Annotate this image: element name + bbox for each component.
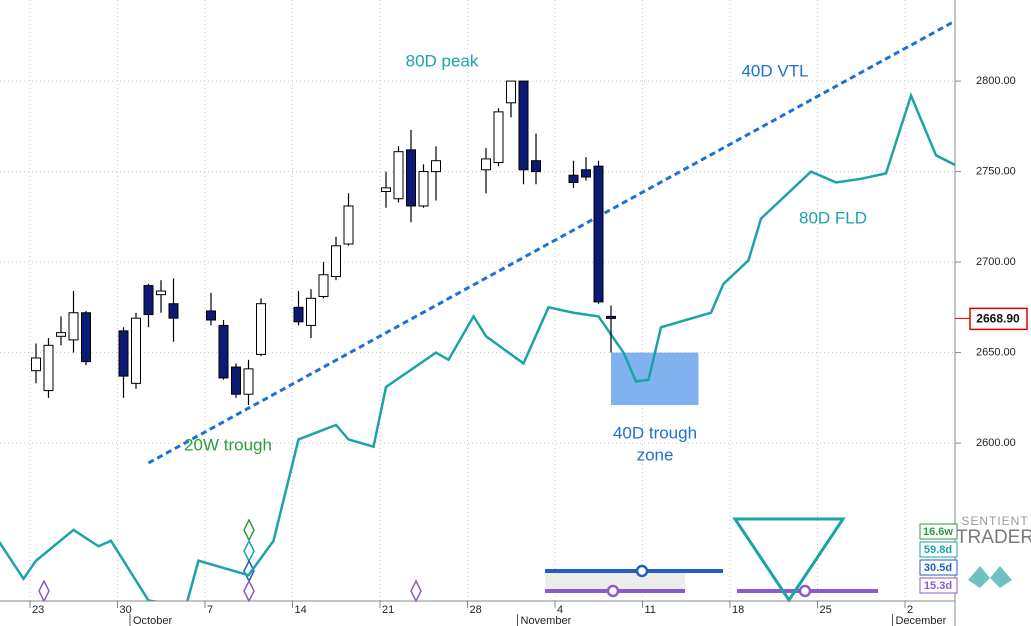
candle-body — [493, 111, 504, 164]
candle-body — [293, 306, 304, 323]
cycle-diamond — [243, 518, 255, 542]
candle-body — [156, 290, 166, 296]
cycle-dot — [635, 564, 649, 578]
price-tag-label: 2668.90 — [976, 312, 1020, 326]
cycle-diamond — [243, 539, 255, 563]
candle-body — [43, 344, 54, 392]
x-tick-label: 18 — [732, 604, 744, 616]
x-tick-label: 28 — [470, 604, 482, 616]
candle-body — [393, 151, 404, 200]
cycle-triangle — [732, 517, 846, 603]
candle-body — [406, 149, 416, 207]
x-tick-label: 2 — [907, 604, 913, 616]
annotation: 20W trough — [184, 435, 272, 454]
cycle-label: 16.6w — [923, 526, 953, 538]
brand: TRADER — [956, 527, 1031, 548]
price-tag — [969, 307, 1028, 331]
candle-body — [306, 297, 316, 326]
x-tick-label: 25 — [820, 604, 832, 616]
candle-body — [143, 285, 154, 316]
logo — [968, 566, 1012, 588]
month-label: December — [896, 615, 947, 626]
candle-body — [131, 317, 141, 384]
candle-body — [31, 357, 41, 372]
x-tick-label: 23 — [32, 604, 44, 616]
axes: 2600.00 2650.00 2700.00 2750.00 2800.00 23 30 7… — [29, 75, 1028, 626]
candle-body — [518, 80, 529, 171]
line-label: 80D FLD — [799, 208, 867, 227]
cycle-label: 30.5d — [924, 562, 952, 574]
cycle-dot — [606, 584, 620, 598]
cycle-label-box — [919, 559, 958, 576]
candle-body — [68, 312, 79, 341]
cycle-labels: 16.6w 59.8d 30.5d 15.3d — [919, 523, 958, 594]
candle-body — [506, 80, 516, 104]
annotation: 80D peak — [406, 51, 479, 70]
candle-body — [218, 324, 229, 379]
cycle-markers — [38, 517, 878, 603]
grid — [0, 0, 955, 601]
line-series — [147, 19, 955, 465]
y-tick-label: 2700.00 — [976, 256, 1016, 268]
cycle-label-box — [919, 541, 958, 558]
candle-body — [118, 330, 129, 377]
y-tick-label: 2800.00 — [976, 75, 1016, 87]
cycle-label: 59.8d — [924, 544, 952, 556]
y-tick-label: 2750.00 — [976, 165, 1016, 177]
candle-body — [343, 205, 354, 245]
x-tick-label: 30 — [120, 604, 132, 616]
candle-body — [81, 312, 91, 363]
candle-body — [206, 310, 216, 321]
candle-body — [256, 303, 266, 355]
cycle-label: 15.3d — [924, 580, 952, 592]
x-tick-label: 7 — [207, 604, 213, 616]
x-tick-label: 21 — [382, 604, 394, 616]
candle-body — [531, 160, 541, 173]
line-label: 40D VTL — [741, 61, 808, 80]
month-label: November — [521, 615, 572, 626]
candle-body — [331, 245, 341, 278]
candle-body — [418, 171, 429, 207]
trough-zone — [611, 352, 699, 406]
month-label: October — [133, 615, 172, 626]
candle-body — [231, 366, 241, 395]
cycle-diamond — [410, 579, 422, 603]
y-tick-label: 2600.00 — [976, 437, 1016, 449]
cycle-band — [545, 571, 685, 591]
cycle-label-box — [919, 523, 958, 540]
x-tick-label: 11 — [645, 604, 656, 616]
candle-body — [606, 315, 616, 319]
candle-body — [318, 274, 329, 297]
candle-body — [593, 165, 604, 303]
candle-body — [481, 158, 491, 171]
candle-body — [381, 187, 391, 192]
x-tick-label: 14 — [295, 604, 307, 616]
plot — [0, 19, 955, 601]
y-tick-label: 2650.00 — [976, 346, 1016, 358]
cycle-label-box — [919, 577, 958, 594]
candle-body — [56, 332, 66, 337]
cycle-diamond — [38, 579, 50, 603]
candle-body — [581, 169, 591, 178]
zone-label: 40D trough — [613, 423, 697, 442]
cycle-dot — [798, 584, 812, 598]
brand: SENTIENT — [961, 514, 1028, 528]
candle-body — [568, 174, 579, 183]
cycle-diamond — [243, 579, 255, 603]
x-tick-label: 4 — [557, 604, 563, 616]
line-series — [0, 91, 955, 601]
candle-body — [243, 368, 254, 395]
candle-body — [431, 160, 441, 173]
candle-body — [168, 303, 179, 319]
zone-label: zone — [637, 445, 674, 464]
